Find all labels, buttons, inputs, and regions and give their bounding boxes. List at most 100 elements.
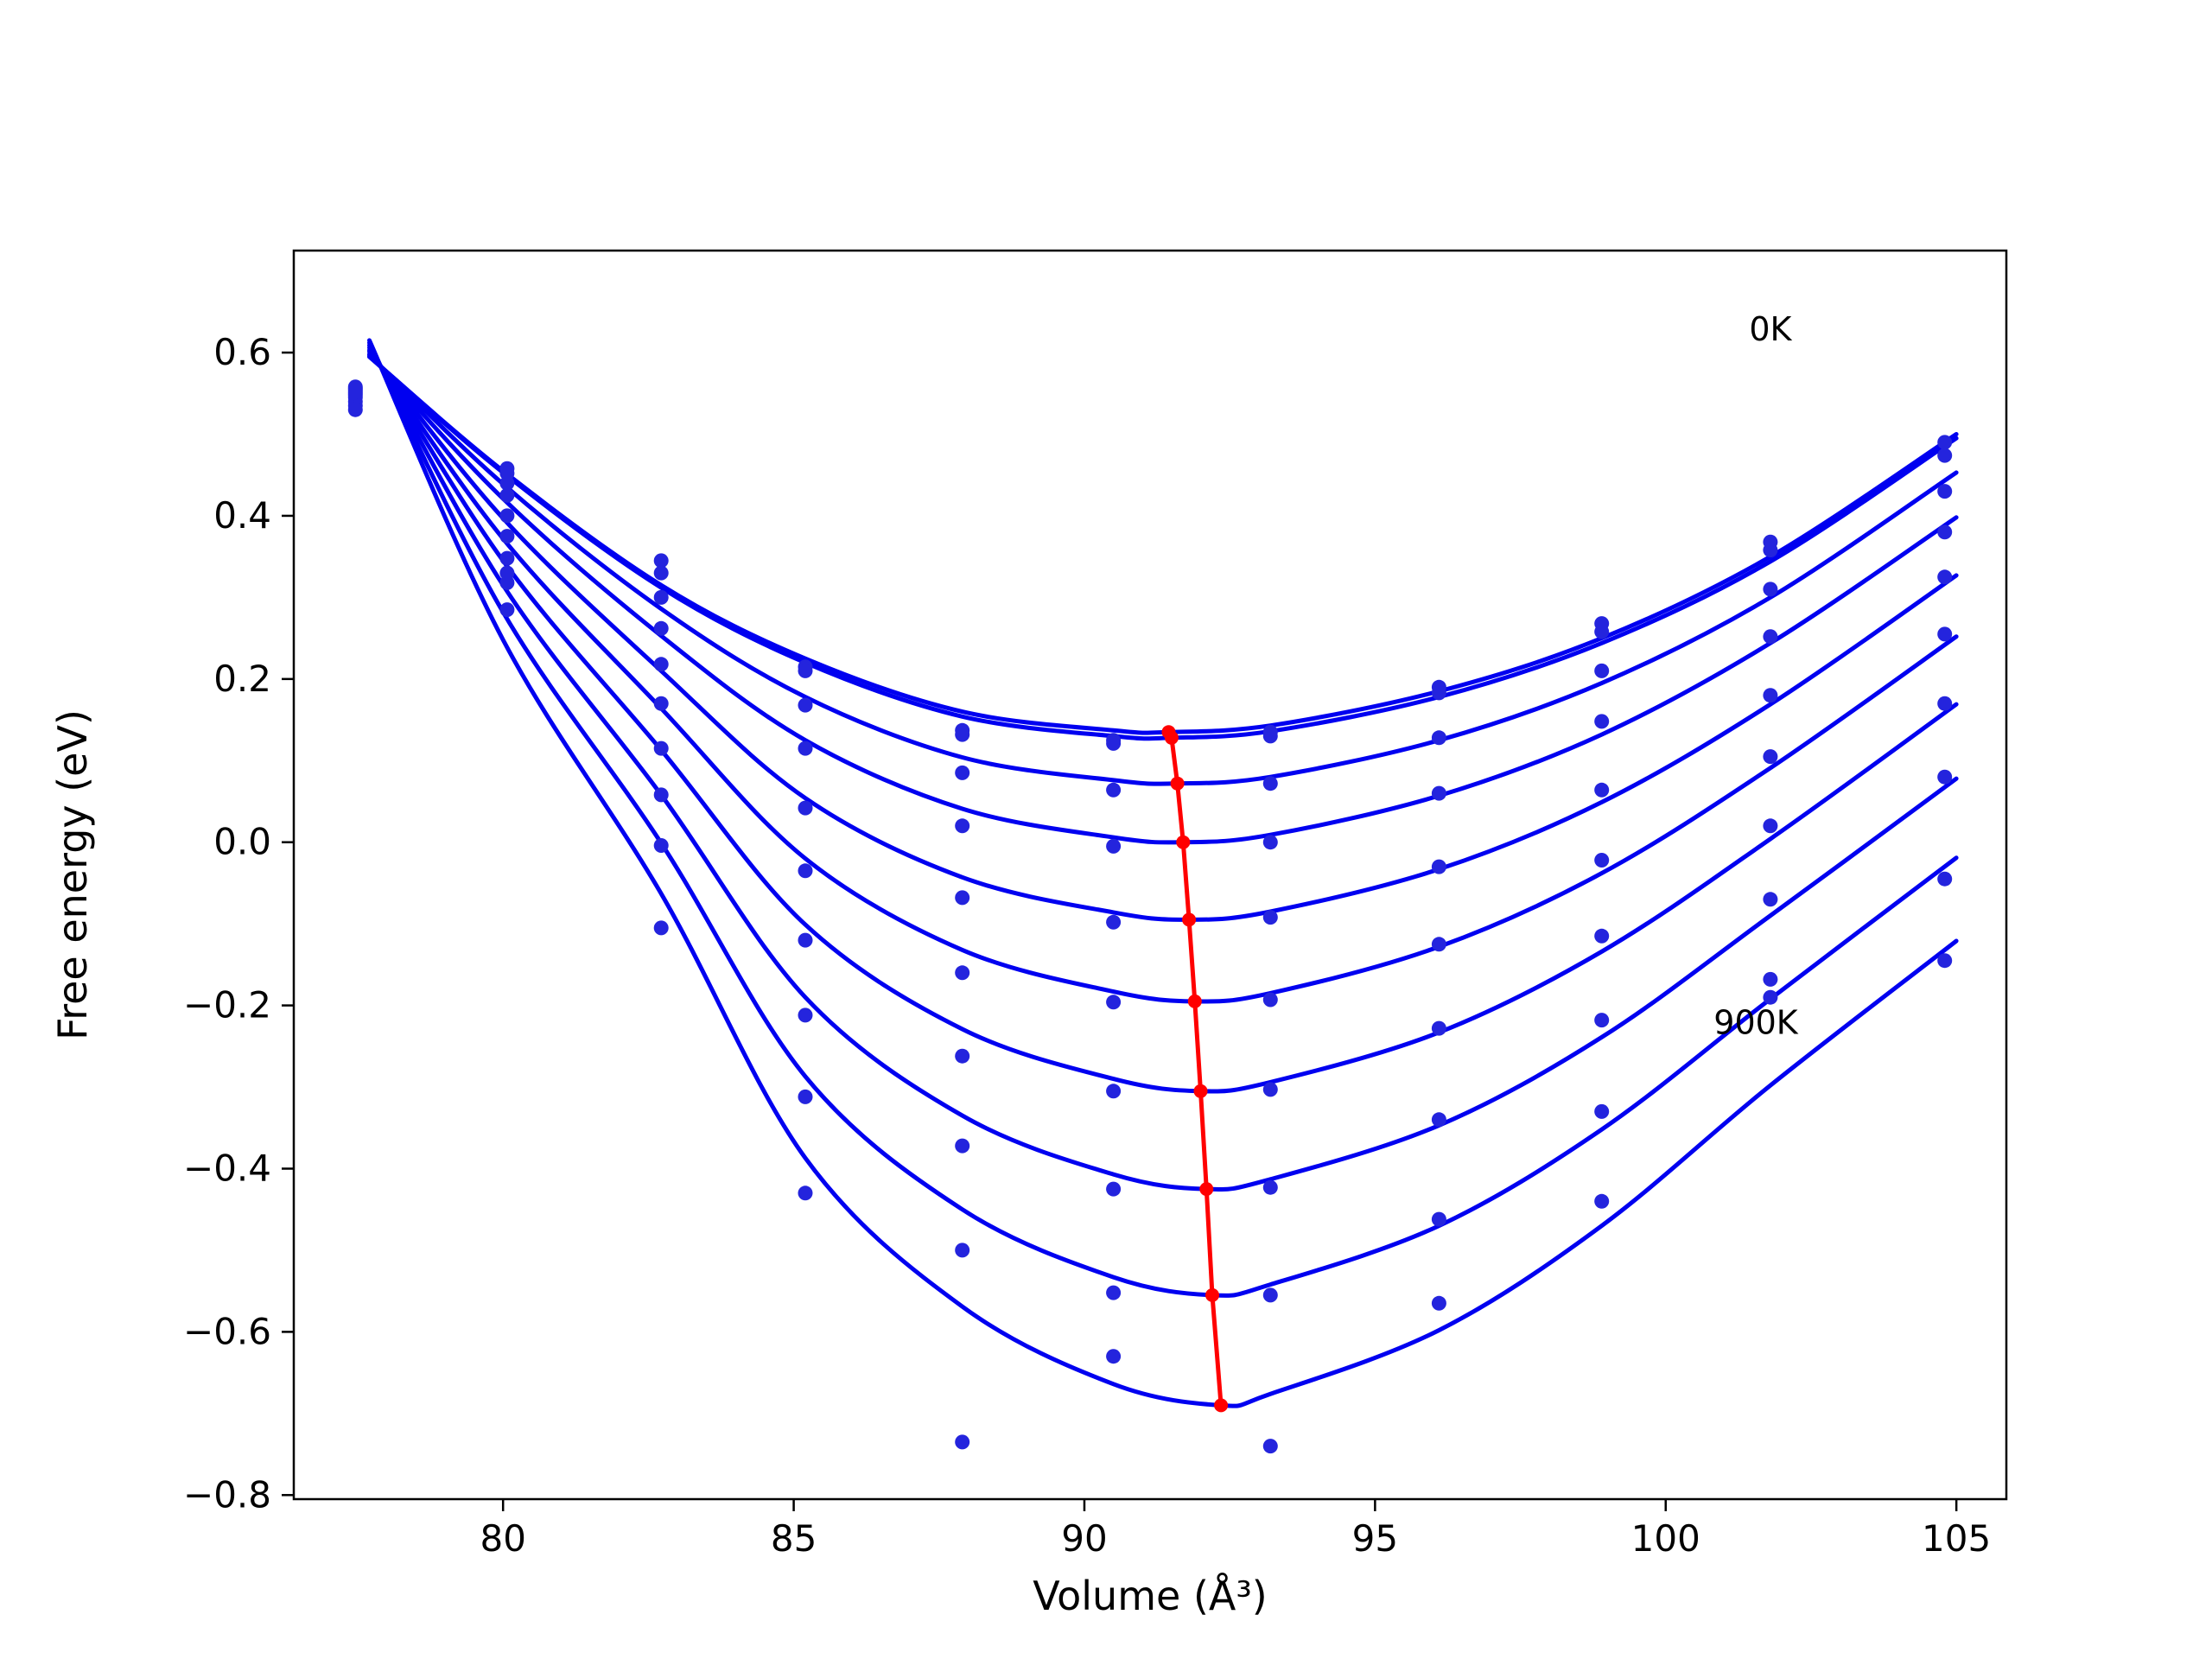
data-point-600K [1106,1084,1122,1099]
data-point-100K [653,565,669,581]
data-point-800K [1937,871,1953,887]
minima-point [1187,994,1202,1008]
y-tick-label: 0.4 [213,494,271,537]
data-point-500K [955,965,970,981]
data-point-600K [798,932,813,948]
fit-curve-100K [367,354,1959,741]
data-point-400K [653,657,669,672]
data-point-400K [1763,688,1778,703]
data-point-900K [1106,1349,1122,1364]
fit-curve-200K [367,353,1959,786]
y-axis-label: Free energy (eV) [49,709,96,1040]
x-tick-label: 100 [1631,1517,1700,1560]
data-point-900K [347,379,363,395]
data-point-400K [1262,910,1278,925]
data-point-800K [1594,1103,1610,1119]
fit-curve-800K [367,340,1959,1298]
data-point-300K [1431,785,1446,801]
y-tick-label: 0.2 [213,658,271,700]
data-point-900K [653,920,669,936]
fit-curve-700K [367,343,1959,1192]
data-point-100K [798,663,813,678]
data-point-700K [798,1007,813,1023]
data-point-500K [1594,853,1610,868]
data-point-600K [499,550,515,566]
data-point-100K [1594,624,1610,639]
data-point-600K [653,741,669,756]
data-point-900K [1763,989,1778,1005]
data-point-100K [955,727,970,742]
data-point-800K [653,838,669,853]
data-point-500K [1937,626,1953,642]
data-point-800K [499,602,515,618]
y-tick-label: −0.4 [183,1147,271,1190]
data-point-200K [499,475,515,491]
y-tick-label: 0.6 [213,331,271,373]
data-point-300K [1262,835,1278,850]
x-tick-label: 90 [1061,1517,1107,1560]
data-point-400K [955,890,970,906]
data-point-600K [1594,928,1610,944]
fit-curve-900K [367,338,1959,1408]
minima-point [1182,912,1197,927]
data-point-100K [1106,735,1122,751]
fit-curve-600K [367,345,1959,1094]
data-point-500K [1431,937,1446,952]
x-tick-label: 105 [1922,1517,1991,1560]
data-point-300K [1594,714,1610,729]
data-point-300K [653,620,669,636]
data-point-200K [1262,776,1278,791]
data-point-200K [1937,484,1953,499]
data-point-700K [1763,892,1778,907]
data-point-700K [955,1138,970,1154]
data-point-700K [653,787,669,803]
plot-area [347,338,1959,1454]
data-point-300K [798,741,813,756]
y-tick-label: −0.8 [183,1473,271,1516]
x-tick-label: 85 [771,1517,817,1560]
data-point-300K [1937,524,1953,540]
data-point-200K [1106,782,1122,798]
data-point-500K [499,529,515,544]
data-point-600K [1431,1020,1446,1036]
minima-point [1199,1182,1214,1197]
x-tick-label: 80 [480,1517,525,1560]
data-point-0K [653,553,669,569]
data-point-500K [653,696,669,711]
data-point-0K [1937,435,1953,450]
data-point-800K [1763,971,1778,987]
minima-point [1176,835,1191,849]
data-point-600K [1262,1082,1278,1097]
data-point-300K [1763,629,1778,645]
data-point-900K [1431,1295,1446,1311]
y-tick-label: 0.0 [213,821,271,863]
data-point-300K [955,818,970,834]
annotation-900K: 900K [1713,1004,1799,1042]
minima-point [1205,1287,1219,1302]
axes-frame [292,249,2008,1501]
annotation-0K: 0K [1749,310,1792,348]
data-point-700K [1431,1112,1446,1128]
data-point-200K [955,765,970,780]
data-point-700K [1262,1179,1278,1195]
y-tick-label: −0.2 [183,984,271,1027]
x-tick-label: 95 [1352,1517,1398,1560]
minima-point [1193,1084,1208,1098]
data-point-400K [1594,782,1610,798]
data-point-500K [1262,992,1278,1007]
data-point-400K [499,508,515,524]
data-point-200K [1431,730,1446,746]
data-point-100K [1763,543,1778,558]
data-point-300K [499,487,515,503]
data-point-700K [1106,1181,1122,1197]
data-point-900K [798,1185,813,1201]
data-point-900K [955,1434,970,1450]
data-point-800K [955,1243,970,1258]
data-point-100K [1937,448,1953,463]
fit-curve-500K [367,347,1959,1004]
data-point-200K [653,589,669,605]
data-point-800K [1431,1211,1446,1227]
data-point-400K [798,800,813,816]
minima-point [1164,730,1179,745]
